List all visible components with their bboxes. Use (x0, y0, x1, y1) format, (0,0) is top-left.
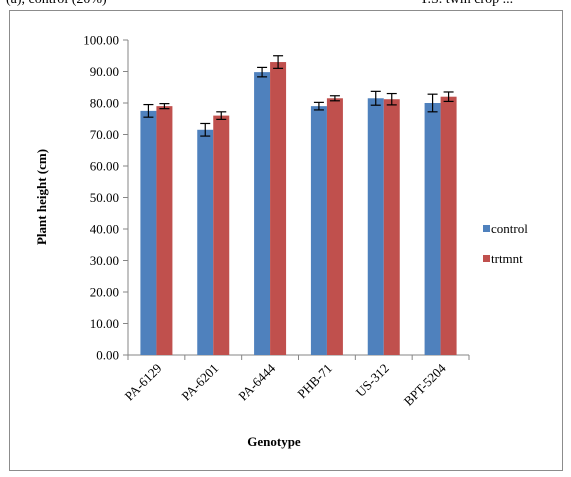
chart-area-border (9, 10, 563, 471)
cropped-caption-strip: (a), control (20%) T.S. twin crop ... (0, 0, 571, 8)
x-tick-label: PA-6129 (122, 361, 165, 404)
y-tick-label: 40.00 (90, 222, 119, 237)
bar-control (424, 103, 441, 355)
legend-swatch-control (483, 225, 490, 232)
legend-label-control: control (491, 221, 528, 236)
y-tick-label: 10.00 (90, 316, 119, 331)
axes-layer (123, 39, 470, 360)
legend-swatch-trtmnt (483, 255, 490, 262)
bar-trtmnt (440, 96, 457, 355)
x-tick-label: PA-6201 (178, 361, 221, 404)
bars-layer (140, 55, 457, 356)
y-tick-label: 30.00 (90, 253, 119, 268)
bar-control (140, 110, 157, 355)
y-axis-title: Plant height (cm) (34, 149, 49, 245)
legend-label-trtmnt: trtmnt (491, 251, 523, 266)
bar-control (367, 98, 384, 356)
y-tick-label: 100.00 (83, 33, 119, 48)
y-tick-label: 60.00 (90, 159, 119, 174)
y-tick-label: 0.00 (96, 348, 119, 363)
cropped-caption-right: T.S. twin crop ... (420, 0, 513, 8)
legend: control trtmnt (483, 221, 528, 266)
bar-trtmnt (156, 106, 173, 356)
x-tick-label: US-312 (353, 361, 392, 400)
bar-trtmnt (270, 62, 287, 356)
bar-control (197, 129, 214, 355)
bar-trtmnt (326, 98, 343, 356)
cropped-caption-left: (a), control (20%) (6, 0, 107, 8)
y-tick-label: 20.00 (90, 285, 119, 300)
bar-control (310, 106, 327, 356)
y-tick-label: 70.00 (90, 127, 119, 142)
bar-trtmnt (213, 115, 230, 355)
x-tick-label: PHB-71 (294, 361, 335, 402)
y-tick-label: 90.00 (90, 64, 119, 79)
y-tick-label: 80.00 (90, 96, 119, 111)
bar-control (254, 72, 271, 355)
bar-trtmnt (383, 99, 400, 355)
y-tick-label: 50.00 (90, 190, 119, 205)
x-axis-title: Genotype (247, 434, 301, 449)
x-tick-label: PA-6444 (235, 360, 278, 403)
x-tick-label: BPT-5204 (401, 360, 449, 408)
